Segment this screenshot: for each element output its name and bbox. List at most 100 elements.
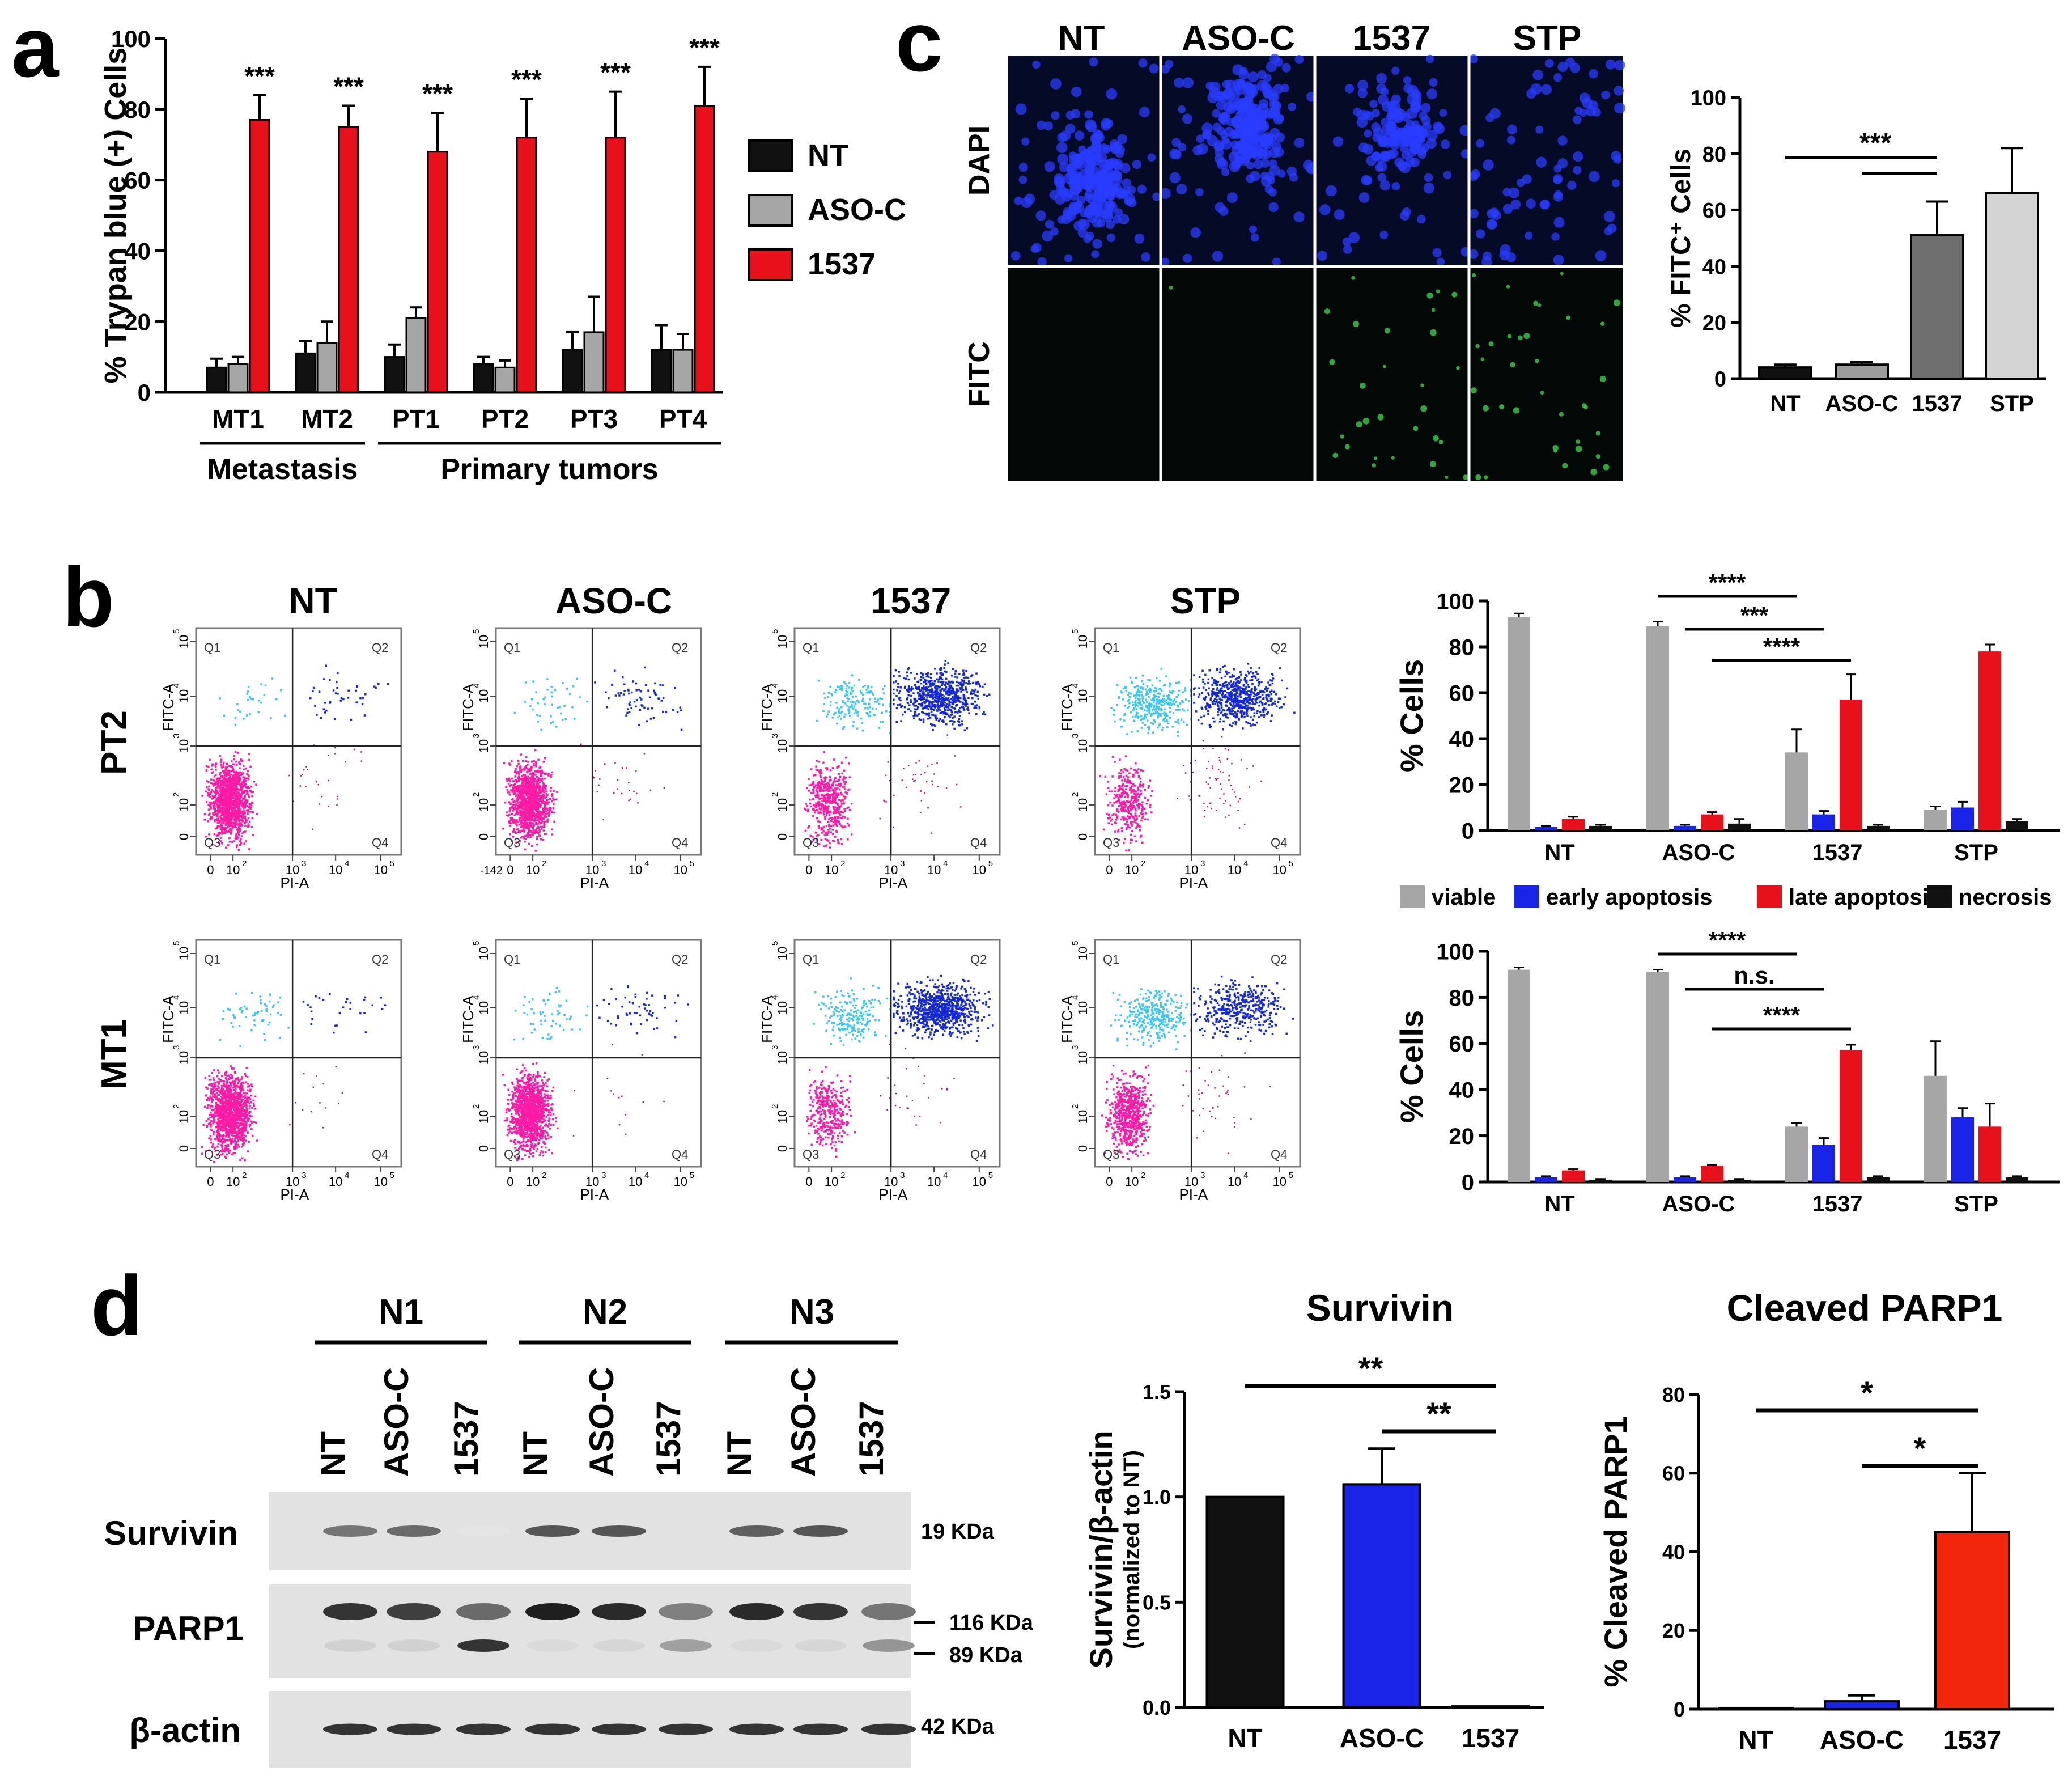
b-flow-event bbox=[829, 789, 832, 792]
b-flow-event bbox=[534, 749, 537, 752]
b-flow-event bbox=[248, 824, 250, 827]
b-quadrant-label: Q2 bbox=[372, 641, 388, 655]
b-flow-event bbox=[213, 807, 215, 810]
b-flow-event bbox=[823, 781, 826, 783]
b-flow-event bbox=[222, 788, 225, 791]
b-flow-event bbox=[941, 673, 944, 675]
b-flow-event bbox=[219, 777, 222, 779]
b-flow-event bbox=[882, 721, 885, 723]
b-flow-event bbox=[826, 809, 829, 811]
b-flow-event bbox=[829, 787, 831, 790]
b-flow-event bbox=[643, 706, 646, 709]
b-flow-event bbox=[648, 696, 651, 699]
b-flow-event bbox=[233, 797, 236, 800]
b-flow-event bbox=[919, 697, 922, 700]
b-flow-event bbox=[840, 817, 842, 819]
b-flow-event bbox=[218, 820, 221, 822]
b-flow-event bbox=[807, 827, 809, 829]
c-cell-dot bbox=[1274, 57, 1284, 67]
b-flow-event bbox=[224, 806, 227, 808]
b-flow-event bbox=[234, 825, 237, 828]
b-flow-event bbox=[971, 689, 974, 692]
b-flow-event bbox=[513, 771, 516, 774]
b-flow-event bbox=[524, 814, 527, 816]
a-bar-pt3-nt bbox=[562, 349, 583, 393]
b-x-tick-exponent: 4 bbox=[644, 859, 649, 868]
b-flow-event bbox=[825, 789, 827, 792]
b-flow-event bbox=[840, 817, 843, 819]
b-flow-event bbox=[812, 781, 814, 783]
c-cell-dot bbox=[1149, 63, 1159, 74]
c-cell-dot bbox=[1205, 81, 1215, 90]
b-flow-column-1537: 1537 bbox=[871, 580, 951, 621]
b-flow-event bbox=[546, 819, 549, 822]
a-y-tick-label: 80 bbox=[124, 96, 151, 123]
b-flow-event bbox=[835, 795, 838, 798]
b-flow-event bbox=[818, 790, 821, 792]
b-flow-event bbox=[942, 697, 944, 700]
b-flow-event bbox=[823, 692, 826, 695]
b-flow-event bbox=[825, 825, 828, 827]
c-cell-dot bbox=[1106, 233, 1115, 243]
b-flow-event bbox=[223, 804, 226, 806]
b-flow-event bbox=[818, 781, 820, 783]
b-flow-event bbox=[924, 705, 926, 708]
c-cell-dot bbox=[1224, 126, 1234, 137]
b-flow-event bbox=[324, 702, 326, 704]
b-flow-event bbox=[519, 840, 521, 842]
b-flow-event bbox=[598, 784, 600, 786]
b-flow-event bbox=[322, 708, 325, 710]
b-flow-event bbox=[809, 798, 811, 801]
b-x-tick-exponent: 5 bbox=[690, 859, 694, 868]
b-flow-event bbox=[521, 794, 524, 796]
b-flow-event bbox=[544, 804, 547, 807]
b-flow-event bbox=[546, 794, 549, 796]
b-flow-event bbox=[827, 710, 830, 713]
b-x-tick-label: 10 bbox=[585, 863, 599, 877]
b-flow-event bbox=[249, 765, 252, 768]
c-cell-dot bbox=[1183, 253, 1192, 263]
b-flow-event bbox=[222, 804, 224, 807]
b-flow-event bbox=[816, 719, 818, 722]
b-flow-event bbox=[524, 769, 526, 771]
c-cell-dot bbox=[1182, 77, 1194, 89]
c-cell-dot bbox=[1246, 174, 1255, 183]
b-flow-event bbox=[953, 692, 955, 694]
c-cell-dot bbox=[1263, 74, 1272, 82]
b-flow-event bbox=[834, 836, 837, 838]
a-legend-label-1537: 1537 bbox=[808, 247, 876, 281]
b-flow-event bbox=[233, 790, 235, 792]
b-flow-event bbox=[220, 837, 222, 839]
b-flow-event bbox=[532, 785, 534, 787]
b-flow-event bbox=[536, 776, 538, 778]
b-flow-event bbox=[345, 761, 346, 763]
b-flow-event bbox=[928, 706, 931, 708]
b-flow-event bbox=[512, 793, 515, 795]
c-cell-dot bbox=[1468, 249, 1479, 259]
b-flow-event bbox=[833, 713, 835, 715]
b-flow-event bbox=[519, 767, 522, 770]
b-flow-event bbox=[958, 715, 961, 717]
b-flow-event bbox=[240, 774, 242, 777]
b-flow-event bbox=[602, 819, 605, 821]
c-cell-dot bbox=[1557, 62, 1568, 73]
b-x-tick-label: 10 bbox=[329, 863, 342, 877]
b-flow-event bbox=[810, 792, 813, 794]
c-cell-dot bbox=[1394, 157, 1404, 168]
b-flow-event bbox=[816, 760, 818, 762]
b-flow-event bbox=[227, 797, 230, 799]
c-cell-dot bbox=[1132, 159, 1142, 169]
b-flow-event bbox=[235, 813, 237, 816]
b-flow-event bbox=[549, 808, 552, 810]
b-flow-event bbox=[976, 704, 978, 706]
b-flow-event bbox=[537, 702, 539, 705]
b-flow-event bbox=[510, 823, 512, 825]
b-flow-event bbox=[239, 779, 241, 782]
b-flow-event bbox=[224, 815, 227, 817]
b-flow-event bbox=[510, 789, 512, 791]
b-flow-event bbox=[910, 710, 912, 712]
c-cell-dot bbox=[1605, 59, 1616, 70]
b-flow-event bbox=[210, 778, 213, 781]
b-flow-event bbox=[848, 686, 851, 689]
c-cell-dot bbox=[1420, 405, 1428, 412]
